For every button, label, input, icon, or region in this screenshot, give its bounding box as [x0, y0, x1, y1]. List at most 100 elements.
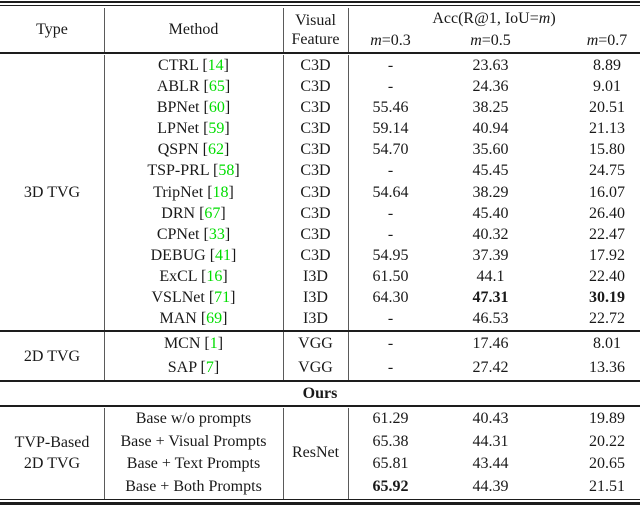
citation-link[interactable]: 71	[214, 289, 231, 307]
method-cell: Base w/o prompts	[135, 410, 252, 428]
method-name: MCN	[163, 335, 201, 352]
acc-m07: 15.80	[589, 141, 625, 159]
acc-m03: 65.38	[372, 432, 409, 450]
column-divider	[348, 332, 349, 380]
column-divider	[104, 408, 105, 499]
citation-link[interactable]: 7	[205, 359, 214, 376]
acc-m03: -	[387, 310, 394, 328]
table-row: Base w/o prompts 61.29 40.43 19.89	[0, 408, 640, 431]
acc-m03: -	[387, 162, 394, 180]
method-name: CTRL	[158, 56, 199, 74]
table-row: Base + Visual Prompts 65.38 44.31 20.22	[0, 431, 640, 454]
column-divider	[104, 55, 105, 330]
acc-m05: 45.40	[472, 204, 509, 222]
type-label-2d-tvg: 2D TVG	[23, 347, 81, 365]
citation-link[interactable]: 62	[207, 141, 224, 159]
column-divider	[104, 332, 105, 380]
acc-m05: 44.1	[476, 268, 505, 286]
citation-bracket: ]	[224, 98, 231, 116]
citation-link[interactable]: 1	[209, 335, 218, 352]
acc-m07: 21.51	[589, 477, 625, 495]
visual-feature: C3D	[300, 246, 331, 264]
acc-m03: 54.64	[372, 183, 409, 201]
acc-m07: 16.07	[589, 183, 625, 201]
method-cell: TSP-PRL [58]	[104, 162, 283, 180]
citation-link[interactable]: 65	[208, 77, 225, 95]
citation-link[interactable]: 60	[208, 98, 225, 116]
method-cell: MCN [1]	[104, 335, 283, 353]
table-row: BPNet [60] C3D 55.46 38.25 20.51	[0, 97, 640, 118]
citation-bracket: [	[203, 77, 209, 95]
citation-link[interactable]: 41	[215, 246, 232, 264]
visual-feature: I3D	[303, 289, 328, 307]
citation-link[interactable]: 33	[208, 225, 225, 243]
citation-bracket: [	[203, 98, 209, 116]
method-cell: VSLNet [71]	[104, 289, 283, 307]
acc-m07: 21.13	[589, 120, 625, 138]
visual-feature: VGG	[298, 359, 333, 376]
acc-m03: -	[387, 56, 394, 74]
method-cell: TripNet [18]	[104, 184, 283, 202]
table-row: Base + Both Prompts 65.92 44.39 21.51	[0, 476, 640, 499]
citation-bracket: ]	[234, 162, 240, 180]
acc-m05: 43.44	[472, 455, 509, 473]
acc-m03: 54.70	[372, 141, 409, 159]
section-3d-tvg: 3D TVG CTRL [14] C3D - 23.63 8.89 ABLR […	[0, 55, 640, 330]
section-rule-after-2dtvg	[0, 380, 640, 382]
visual-feature: VGG	[298, 335, 333, 352]
visual-feature: C3D	[300, 141, 331, 159]
acc-m07: 19.89	[589, 410, 625, 428]
method-cell: LPNet [59]	[104, 120, 283, 138]
type-label-tvp-based: TVP-Based 2D TVG	[14, 434, 90, 472]
acc-m03: -	[387, 359, 394, 376]
section-tvp-based: TVP-Based 2D TVG ResNet Base w/o prompts…	[0, 408, 640, 498]
citation-link[interactable]: 69	[206, 310, 223, 328]
citation-link[interactable]: 16	[206, 268, 223, 286]
ours-section-header: Ours	[302, 385, 338, 402]
column-divider	[283, 8, 284, 52]
citation-link[interactable]: 58	[218, 162, 235, 180]
acc-m05: 17.46	[472, 335, 509, 352]
acc-m05: 40.94	[472, 120, 509, 138]
column-divider	[348, 408, 349, 499]
visual-feature: C3D	[300, 225, 331, 243]
visual-feature-resnet: ResNet	[291, 444, 340, 461]
column-divider	[348, 55, 349, 330]
citation-link[interactable]: 18	[212, 183, 229, 201]
citation-bracket: ]	[217, 335, 224, 352]
table-row: DEBUG [41] C3D 54.95 37.39 17.92	[0, 245, 640, 266]
citation-link[interactable]: 59	[208, 120, 225, 138]
type-label-3d-tvg: 3D TVG	[23, 184, 81, 201]
citation-bracket: ]	[222, 310, 228, 328]
table-row: MCN [1] VGG - 17.46 8.01	[0, 332, 640, 356]
method-cell: Base + Both Prompts	[125, 477, 262, 495]
column-divider	[283, 408, 284, 499]
citation-link[interactable]: 14	[207, 56, 224, 74]
acc-m07: 8.01	[593, 335, 621, 352]
citation-bracket: ]	[230, 289, 236, 307]
bottom-rule-thick	[0, 502, 640, 505]
acc-m03: 61.50	[372, 268, 409, 286]
header-bottom-rule	[0, 52, 640, 54]
citation-bracket: ]	[222, 268, 228, 286]
acc-m05: 40.43	[472, 410, 509, 428]
method-name: BPNet	[156, 98, 200, 116]
table-row: VSLNet [71] I3D 64.30 47.31 30.19	[0, 288, 640, 309]
header-type: Type	[36, 21, 68, 38]
method-name: QSPN	[157, 141, 199, 159]
citation-bracket: ]	[228, 183, 234, 201]
top-rule-thick	[0, 1, 640, 3]
top-rule-thin	[0, 5, 640, 6]
citation-bracket: [	[204, 335, 210, 352]
acc-m05: 46.53	[472, 310, 509, 328]
acc-m05: 27.42	[472, 359, 509, 376]
citation-link[interactable]: 67	[204, 204, 221, 222]
section-2d-tvg: 2D TVG MCN [1] VGG - 17.46 8.01 SAP [7] …	[0, 332, 640, 380]
acc-m03: -	[387, 204, 394, 222]
acc-m03: -	[387, 335, 394, 352]
method-name: LPNet	[157, 120, 200, 138]
acc-m07: 8.89	[593, 56, 621, 74]
method-cell: DEBUG [41]	[104, 247, 283, 265]
acc-m07: 17.92	[589, 246, 625, 264]
